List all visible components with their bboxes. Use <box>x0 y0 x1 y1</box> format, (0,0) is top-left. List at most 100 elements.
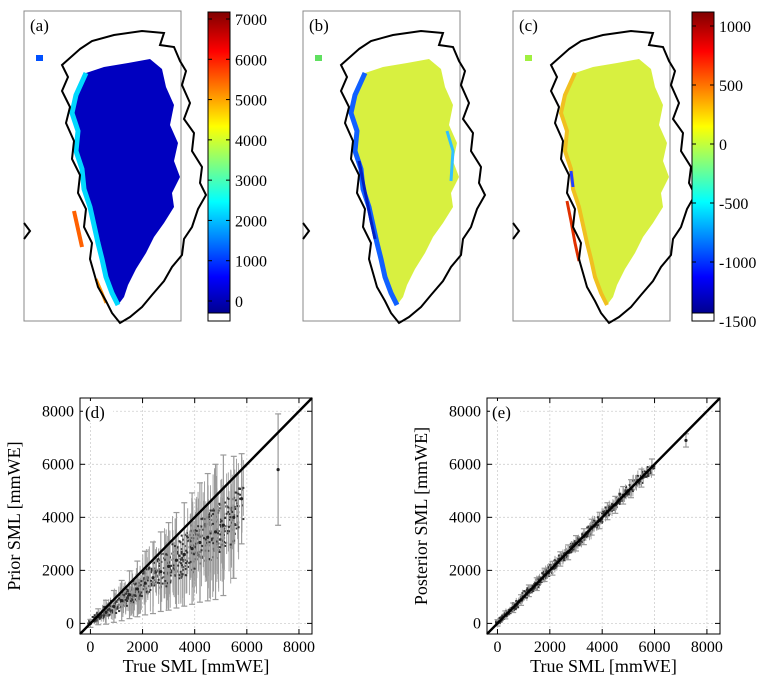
data-point <box>563 552 566 555</box>
data-point <box>605 515 608 518</box>
data-point <box>228 513 231 516</box>
data-point <box>125 592 128 595</box>
data-point <box>134 583 137 586</box>
data-point <box>231 510 234 513</box>
data-point <box>170 569 173 572</box>
scatter-plot-e: 0 2000 4000 6000 8000 0 2000 4000 6000 8000 True S… <box>411 397 723 676</box>
data-point <box>505 615 508 618</box>
data-point <box>211 522 214 525</box>
data-point <box>525 588 528 591</box>
data-point <box>198 553 201 556</box>
data-point <box>185 535 188 538</box>
data-point <box>547 566 550 569</box>
data-point <box>208 558 211 561</box>
data-point <box>195 529 198 532</box>
data-point <box>586 535 589 538</box>
data-point <box>160 560 163 563</box>
data-point <box>120 598 124 603</box>
scatter-plot-d: 0 2000 4000 6000 8000 0 2000 4000 6000 8000 True S… <box>4 397 315 676</box>
data-point <box>580 540 583 543</box>
data-point <box>527 587 530 590</box>
data-point <box>180 534 183 537</box>
data-point <box>218 502 221 505</box>
data-point <box>88 620 91 623</box>
data-point <box>168 556 171 559</box>
data-point <box>212 542 215 545</box>
data-point <box>204 538 207 541</box>
data-point <box>555 560 558 563</box>
data-point <box>219 533 222 536</box>
one-to-one-line <box>79 397 313 635</box>
data-point <box>230 509 233 512</box>
data-point <box>534 582 537 585</box>
data-point <box>227 506 230 509</box>
data-point <box>96 611 99 614</box>
data-point <box>145 568 148 571</box>
data-point <box>145 590 148 593</box>
data-point <box>571 543 574 546</box>
data-point <box>140 595 143 598</box>
data-point <box>102 614 105 617</box>
data-point <box>123 594 126 597</box>
colorbar-tick-label: 1000 <box>235 254 267 271</box>
data-point <box>185 574 188 577</box>
data-point <box>153 579 156 582</box>
data-point <box>169 579 172 582</box>
data-point <box>217 532 220 535</box>
data-point <box>158 564 161 567</box>
margin-band <box>445 130 455 182</box>
data-point <box>619 493 622 496</box>
data-point <box>236 505 239 508</box>
data-point <box>532 590 535 593</box>
data-point <box>180 556 183 559</box>
plot-frame <box>79 397 313 635</box>
data-point <box>228 518 231 521</box>
data-point <box>223 541 226 544</box>
data-point <box>104 614 107 617</box>
data-point <box>153 561 156 564</box>
data-point <box>586 526 589 529</box>
data-point <box>163 571 166 574</box>
data-point <box>240 497 244 501</box>
colorbar-tick-label: 1000 <box>719 19 751 36</box>
data-point <box>570 544 573 547</box>
data-point <box>157 557 160 560</box>
data-point <box>226 496 229 499</box>
data-point <box>232 540 235 543</box>
data-point <box>210 514 213 517</box>
data-point <box>127 593 132 597</box>
data-point <box>117 597 120 600</box>
data-point <box>234 508 237 510</box>
data-point <box>205 541 208 544</box>
x-axis-label: True SML [mmWE] <box>530 656 677 676</box>
data-point <box>596 526 599 529</box>
data-point <box>176 546 179 549</box>
y-axis-label: Posterior SML [mmWE] <box>411 427 431 605</box>
data-point <box>180 548 183 551</box>
data-point <box>501 614 504 617</box>
data-point <box>652 467 655 470</box>
data-point <box>125 598 128 601</box>
colorbar-c <box>691 11 715 322</box>
data-point <box>517 606 520 609</box>
data-point <box>234 491 237 494</box>
data-point <box>515 600 518 603</box>
data-point <box>227 525 230 528</box>
data-point <box>641 481 644 484</box>
high-value-strip <box>72 210 84 248</box>
data-point <box>239 493 242 496</box>
data-point <box>160 577 163 580</box>
colorbar-tick-label: 2000 <box>235 213 267 230</box>
data-point <box>132 599 135 602</box>
data-point <box>156 558 159 561</box>
data-point <box>158 571 161 574</box>
data-point <box>208 515 211 518</box>
data-point <box>165 553 168 556</box>
data-point <box>176 552 179 555</box>
data-point <box>230 506 233 509</box>
data-point <box>133 582 136 585</box>
data-point <box>132 595 135 598</box>
data-point <box>179 558 182 561</box>
x-tick-label: 4000 <box>179 639 211 656</box>
data-point <box>227 497 230 500</box>
